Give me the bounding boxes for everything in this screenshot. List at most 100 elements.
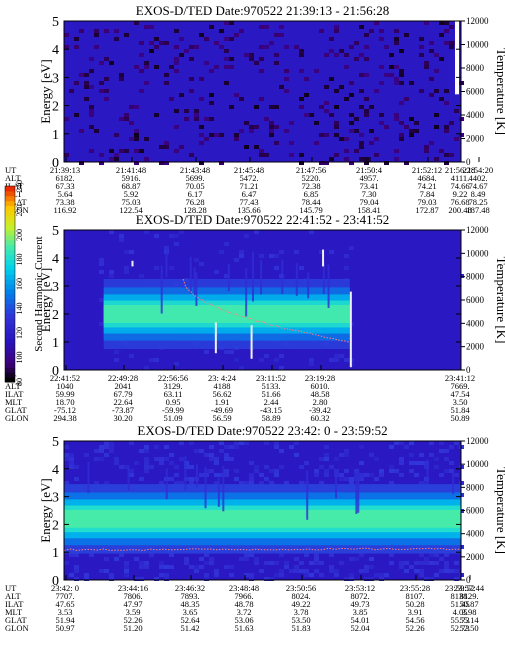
spectrogram-cell bbox=[409, 133, 414, 137]
spectrogram-cell bbox=[379, 577, 384, 581]
spectrogram-cell bbox=[109, 577, 114, 581]
spectrogram-cell bbox=[69, 89, 74, 93]
spectrogram-cell bbox=[309, 113, 314, 117]
spectrogram-cell bbox=[359, 89, 364, 93]
table-cell: 116.92 bbox=[53, 205, 76, 215]
spectrogram-cell bbox=[359, 145, 364, 149]
table-cell: -39.42 bbox=[309, 405, 331, 415]
band-streak bbox=[355, 473, 358, 514]
spectrogram-cell bbox=[104, 77, 109, 81]
spectrogram-cell bbox=[99, 153, 104, 157]
spectrogram-cell bbox=[359, 141, 364, 145]
spectrogram-cell bbox=[394, 117, 399, 121]
table-cell: 21:41:48 bbox=[116, 165, 146, 175]
spectrogram-cell bbox=[439, 557, 444, 561]
table-row-label: UT bbox=[5, 583, 17, 593]
spectrogram-cell bbox=[399, 461, 404, 465]
spectrogram-cell bbox=[269, 254, 274, 258]
spectrogram-cell bbox=[74, 81, 79, 85]
data-spike bbox=[322, 249, 325, 267]
spectrogram-cell bbox=[159, 565, 164, 569]
spectrogram-cell bbox=[174, 242, 179, 246]
table-cell: 22:56:56 bbox=[158, 373, 188, 383]
spectrogram-cell bbox=[144, 61, 149, 65]
spectrogram-cell bbox=[444, 565, 449, 569]
spectrogram-cell bbox=[429, 49, 434, 53]
spectrogram-cell bbox=[344, 157, 349, 161]
spectrogram-cell bbox=[129, 469, 134, 473]
table-cell: 51.42 bbox=[180, 623, 199, 633]
spectrogram-cell bbox=[424, 21, 429, 25]
spectrogram-cell bbox=[164, 145, 169, 149]
spectrogram-cell bbox=[74, 477, 79, 481]
spectrogram-cell bbox=[449, 461, 454, 465]
spectrogram-cell bbox=[239, 481, 244, 485]
spectrogram-cell bbox=[79, 29, 84, 33]
spectrogram-cell bbox=[269, 105, 274, 109]
colorbar-segment bbox=[5, 357, 15, 363]
spectrogram-cell bbox=[439, 33, 444, 37]
spectrogram-cell bbox=[444, 153, 449, 157]
table-row-label: ALT bbox=[5, 173, 22, 183]
spectrogram-cell bbox=[354, 117, 359, 121]
colorbar-segment bbox=[5, 259, 15, 265]
y-tick-label: 5 bbox=[52, 224, 59, 239]
band-streak bbox=[227, 263, 230, 292]
spectrogram-cell bbox=[154, 234, 159, 238]
spectrogram-cell bbox=[334, 358, 339, 362]
y2-tick-label: 6000 bbox=[466, 506, 485, 516]
spectrogram-cell bbox=[289, 153, 294, 157]
spectrogram-cell bbox=[194, 45, 199, 49]
band-streak bbox=[195, 464, 198, 488]
spectrogram-cell bbox=[154, 577, 159, 581]
spectrogram-cell bbox=[144, 565, 149, 569]
table-cell: 5.92 bbox=[124, 189, 139, 199]
spectrogram-cell bbox=[204, 61, 209, 65]
spectrogram-cell bbox=[429, 577, 434, 581]
spectrogram-cell bbox=[154, 65, 159, 69]
spectrogram-cell bbox=[174, 125, 179, 129]
table-row-label: GLON bbox=[5, 623, 29, 633]
spectrogram-cell bbox=[339, 354, 344, 358]
spectrogram-cell bbox=[199, 77, 204, 81]
spectrogram-cell bbox=[214, 573, 219, 577]
spectrogram-cell bbox=[384, 73, 389, 77]
spectrogram-cell bbox=[149, 49, 154, 53]
spectrogram-cell bbox=[349, 129, 354, 133]
table-cell: 79.03 bbox=[417, 197, 436, 207]
spectrogram-cell bbox=[199, 97, 204, 101]
spectrogram-cell bbox=[164, 457, 169, 461]
table-row-label: GLAT bbox=[5, 615, 28, 625]
spectrogram-cell bbox=[109, 157, 114, 161]
spectrogram-cell bbox=[349, 557, 354, 561]
spectrogram-cell bbox=[249, 53, 254, 57]
spectrogram-cell bbox=[399, 441, 404, 445]
spectrogram-cell bbox=[109, 573, 114, 577]
table-cell: 3.50 bbox=[453, 397, 468, 407]
table-cell: 3.53 bbox=[58, 607, 73, 617]
spectrogram-cell bbox=[359, 133, 364, 137]
spectrogram-cell bbox=[369, 557, 374, 561]
spectrogram-cell bbox=[304, 93, 309, 97]
spectrogram-cell bbox=[264, 354, 269, 358]
spectrogram-cell bbox=[229, 105, 234, 109]
spectrogram-cell bbox=[104, 557, 109, 561]
spectrogram-cell bbox=[354, 149, 359, 153]
spectrogram-cell bbox=[84, 577, 89, 581]
spectrogram-cell bbox=[429, 553, 434, 557]
table-cell: 1.91 bbox=[215, 397, 230, 407]
spectrogram-cell bbox=[229, 37, 234, 41]
spectrogram-cell bbox=[339, 473, 344, 477]
y-tick-label: 1 bbox=[52, 128, 59, 143]
spectrogram-cell bbox=[234, 477, 239, 481]
spectrogram-cell bbox=[144, 465, 149, 469]
spectrogram-cell bbox=[319, 105, 324, 109]
table-cell: 55.14 bbox=[459, 615, 479, 625]
spectrogram-cell bbox=[139, 89, 144, 93]
spectrogram-cell bbox=[214, 41, 219, 45]
spectrogram-cell bbox=[224, 453, 229, 457]
data-spike bbox=[349, 291, 352, 368]
spectrogram-cell bbox=[369, 473, 374, 477]
spectrogram-cell bbox=[259, 45, 264, 49]
spectrogram-cell bbox=[109, 274, 114, 278]
